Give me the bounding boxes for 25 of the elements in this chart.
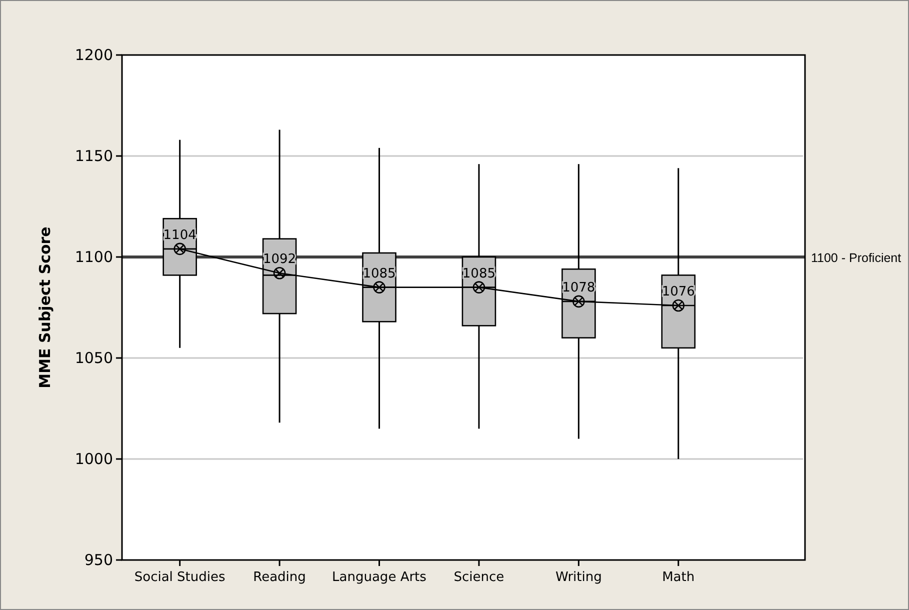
y-axis-title: MME Subject Score xyxy=(36,226,54,388)
y-tick-label: 950 xyxy=(84,551,113,569)
ref-line-label: 1100 - Proficient xyxy=(811,251,902,265)
x-tick-label: Writing xyxy=(555,570,602,585)
point xyxy=(572,295,585,308)
x-tick-label: Reading xyxy=(253,570,306,585)
point xyxy=(174,242,186,256)
x-tick-label: Science xyxy=(454,570,504,585)
data-label: 1078 xyxy=(562,280,596,296)
data-label: 1092 xyxy=(262,252,296,268)
x-tick-label: Language Arts xyxy=(332,570,427,585)
point xyxy=(672,299,685,312)
y-tick-label: 1100 xyxy=(74,248,113,266)
point xyxy=(373,281,386,294)
y-tick-label: 1000 xyxy=(74,450,113,468)
data-label: 1085 xyxy=(362,266,396,282)
x-tick-label: Math xyxy=(662,570,695,585)
y-tick-label: 1050 xyxy=(74,349,113,367)
point xyxy=(472,281,486,294)
y-tick-label: 1200 xyxy=(74,46,113,64)
data-label: 1076 xyxy=(662,284,695,300)
data-label: 1085 xyxy=(462,266,496,282)
point xyxy=(273,267,286,280)
y-tick-label: 1150 xyxy=(74,147,113,165)
x-tick-label: Social Studies xyxy=(134,570,226,585)
